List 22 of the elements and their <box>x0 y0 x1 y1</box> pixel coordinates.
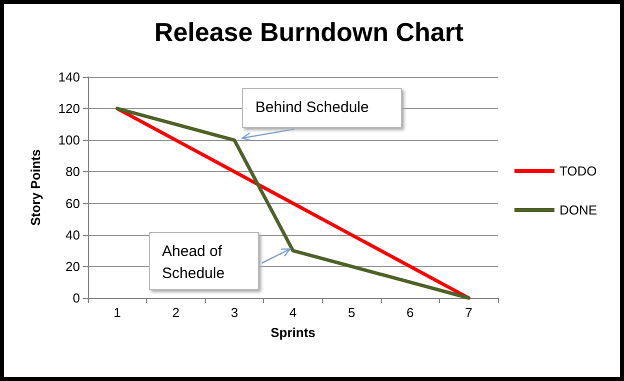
x-tick-label: 3 <box>230 305 238 320</box>
x-tick-label: 7 <box>465 305 472 320</box>
y-tick-label: 40 <box>66 227 80 242</box>
annotation: Ahead of Schedule <box>149 232 259 290</box>
y-axis-title: Story Points <box>28 149 43 226</box>
y-tick-label: 140 <box>58 70 80 84</box>
y-tick-label: 60 <box>66 196 80 211</box>
y-tick-label: 0 <box>72 290 80 306</box>
y-tick-label: 80 <box>66 164 80 180</box>
y-tick-label: 100 <box>58 132 80 148</box>
x-tick-label: 1 <box>114 305 121 320</box>
x-tick-label: 4 <box>289 305 297 320</box>
legend-label: TODO <box>559 164 597 178</box>
legend-label: DONE <box>559 202 598 218</box>
chart-title: Release Burndown Chart <box>154 17 464 47</box>
annotation: Behind Schedule <box>242 88 402 128</box>
x-axis-title: Sprints <box>270 325 316 340</box>
x-tick-label: 2 <box>172 305 180 320</box>
y-tick-label: 20 <box>66 258 80 274</box>
y-tick-label: 120 <box>58 101 80 116</box>
x-tick-label: 6 <box>406 305 414 320</box>
x-tick-label: 5 <box>348 305 356 320</box>
